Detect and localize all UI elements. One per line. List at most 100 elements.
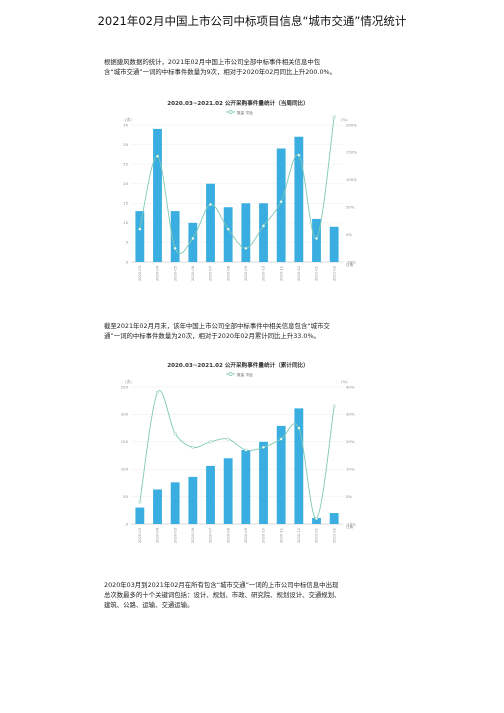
- right-tick-label: 0%: [346, 494, 352, 499]
- x-tick-label: 2020-12: [297, 528, 301, 543]
- bar-2020-06: [188, 222, 198, 262]
- left-tick-label: 25: [123, 161, 128, 166]
- yoy-line: [139, 390, 335, 519]
- legend-entry: 同比: [246, 110, 254, 115]
- chart-weekly-yoy: 2020.03~2021.02 公开采购事件量统计（当周同比） 数量 同比 (次) (%…: [111, 98, 365, 287]
- yoy-point-2020-04: [155, 154, 160, 158]
- left-axis-unit: (次): [125, 117, 132, 122]
- bar-2020-11: [276, 425, 286, 524]
- bar-2020-09: [241, 450, 251, 524]
- left-tick-label: 35: [123, 122, 128, 127]
- x-tick-label: 2020-05: [173, 266, 177, 281]
- bar-2020-12: [294, 136, 304, 262]
- bar-2020-10: [259, 203, 268, 262]
- x-tick-label: 2021-02: [332, 266, 336, 281]
- paragraph-2: 截至2021年02月月末，该年中国上市公司全部中标事件中相关信息包含“城市交 通…: [104, 322, 330, 340]
- yoy-point-2020-10: [261, 224, 266, 228]
- left-tick-label: 10: [123, 220, 128, 225]
- yoy-point-2020-03: [138, 500, 142, 504]
- right-tick-label: -50%: [346, 259, 356, 264]
- left-tick-label: 0: [126, 521, 129, 526]
- x-tick-label: 2020-06: [191, 527, 195, 543]
- yoy-point-2020-07: [208, 202, 213, 207]
- bar-2020-06: [188, 476, 198, 524]
- legend-entry: 同比: [246, 372, 254, 377]
- left-tick-label: 100: [121, 467, 129, 472]
- yoy-point-2020-05: [173, 432, 177, 436]
- x-tick-label: 2020-12: [297, 266, 301, 281]
- bar-2020-07: [206, 183, 215, 262]
- right-tick-label: 0%: [346, 232, 352, 237]
- bar-2020-03: [135, 507, 145, 524]
- page-title: 2021年02月中国上市公司中标项目信息“城市交通”情况统计: [97, 14, 407, 28]
- left-tick-label: 250: [121, 384, 129, 389]
- legend-entry: 数量: [237, 372, 245, 377]
- right-axis-unit: (%): [341, 117, 348, 122]
- bar-2021-02: [329, 513, 339, 524]
- left-tick-label: 15: [123, 201, 128, 206]
- left-tick-label: 30: [123, 142, 128, 147]
- chart-svg: 2020.03~2021.02 公开采购事件量统计（当周同比） 数量 同比 (次) (%…: [123, 99, 357, 281]
- left-axis-unit: (次): [125, 379, 132, 384]
- bar-2020-04: [153, 128, 162, 262]
- right-tick-label: 40%: [346, 384, 355, 389]
- yoy-point-2021-01: [314, 516, 319, 521]
- x-tick-label: 2020-11: [279, 266, 283, 281]
- x-tick-label: 2020-10: [262, 527, 266, 543]
- yoy-point-2020-11: [279, 437, 283, 441]
- yoy-point-2020-04: [155, 390, 160, 395]
- x-tick-label: 2020-07: [209, 528, 213, 543]
- x-axis-unit: 日期: [346, 524, 354, 529]
- yoy-point-2020-08: [226, 227, 230, 231]
- bar-2020-03: [135, 211, 145, 262]
- left-tick-label: 200: [121, 412, 129, 417]
- x-tick-label: 2020-07: [209, 266, 213, 281]
- chart-svg: 2020.03~2021.02 公开采购事件量统计（累计同比） 数量 同比 (次) (%…: [121, 361, 356, 543]
- bar-2020-11: [276, 148, 286, 262]
- yoy-point-2021-02: [332, 115, 336, 119]
- yoy-point-2020-06: [191, 236, 195, 240]
- yoy-point-2020-09: [244, 246, 248, 250]
- bar-2020-04: [153, 489, 162, 524]
- right-tick-label: 10%: [346, 467, 355, 472]
- chart-legend: 数量 同比: [226, 372, 254, 377]
- yoy-point-2020-05: [173, 246, 177, 250]
- x-tick-label: 2020-04: [156, 527, 160, 543]
- yoy-point-2020-10: [261, 445, 266, 449]
- yoy-point-2020-03: [138, 227, 142, 231]
- x-tick-label: 2020-03: [138, 528, 142, 543]
- right-axis-unit: (%): [341, 379, 348, 384]
- bar-2021-01: [312, 517, 321, 524]
- yoy-point-2020-12: [297, 153, 301, 157]
- yoy-point-2020-12: [297, 426, 301, 430]
- paragraph-1: 根据捷风数据的统计，2021年02月中国上市公司全部中标事件相关信息中包 含“城…: [104, 58, 336, 76]
- legend-marker-swatch: [228, 110, 233, 114]
- bar-2020-08: [223, 458, 233, 524]
- bar-2020-07: [206, 465, 215, 524]
- x-tick-label: 2021-02: [332, 528, 336, 543]
- right-tick-label: 30%: [346, 412, 355, 417]
- yoy-point-2021-01: [314, 236, 319, 240]
- chart-title: 2020.03~2021.02 公开采购事件量统计（当周同比）: [167, 99, 309, 107]
- x-tick-label: 2020-09: [244, 265, 248, 281]
- bar-2020-08: [223, 207, 233, 262]
- legend-marker-swatch: [228, 372, 233, 376]
- x-tick-label: 2021-01: [315, 266, 319, 281]
- x-tick-label: 2020-03: [138, 266, 142, 281]
- chart-title: 2020.03~2021.02 公开采购事件量统计（累计同比）: [167, 361, 309, 369]
- bar-2020-10: [259, 441, 268, 524]
- right-tick-label: -10%: [346, 521, 356, 526]
- chart-cumulative-yoy: 2020.03~2021.02 公开采购事件量统计（累计同比） 数量 同比 (次) (%…: [111, 360, 365, 549]
- yoy-point-2020-07: [208, 440, 213, 444]
- x-tick-label: 2020-11: [279, 528, 283, 543]
- yoy-point-2020-09: [244, 448, 248, 452]
- left-tick-label: 0: [126, 259, 129, 264]
- x-tick-label: 2020-08: [226, 265, 230, 281]
- x-tick-label: 2020-10: [262, 265, 266, 281]
- x-axis-unit: 日期: [346, 262, 354, 267]
- right-tick-label: 100%: [346, 177, 357, 182]
- yoy-line: [139, 116, 335, 255]
- left-tick-label: 20: [123, 181, 128, 186]
- bar-2020-05: [170, 211, 180, 262]
- x-tick-label: 2020-09: [244, 527, 248, 543]
